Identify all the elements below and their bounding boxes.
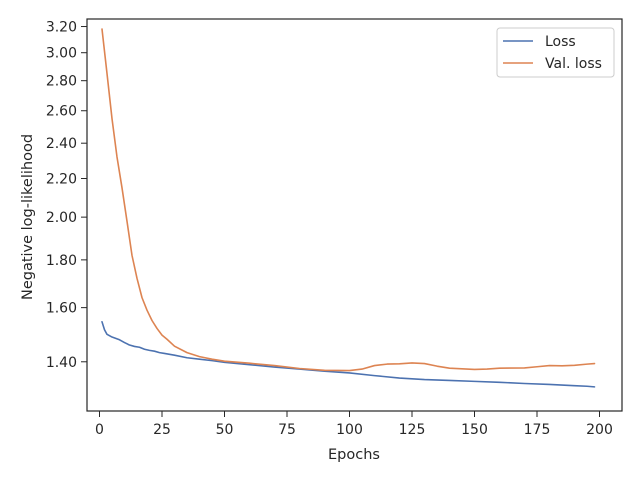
x-axis-label: Epochs: [328, 447, 380, 463]
y-axis-label: Negative log-likelihood: [20, 134, 36, 300]
y-tick-label: 2.40: [46, 136, 77, 152]
x-tick-label: 25: [153, 422, 171, 438]
y-tick-label: 1.40: [46, 355, 77, 371]
y-tick-label: 1.60: [46, 301, 77, 317]
y-axis-ticks: 1.40 1.60 1.80 2.00 2.20 2.40 2.60 2.80 3.00 3.20: [46, 20, 87, 371]
x-tick-label: 150: [461, 422, 488, 438]
legend: Loss Val. loss: [496, 27, 615, 78]
series-line-val-loss: [101, 28, 596, 372]
x-tick-label: 75: [278, 422, 296, 438]
x-tick-label: 100: [336, 422, 363, 438]
series-line-loss: [101, 321, 596, 388]
legend-label-val-loss: Val. loss: [545, 56, 602, 72]
plot-background: [87, 19, 622, 411]
plot-frame: [86, 18, 623, 412]
y-tick-label: 3.00: [46, 46, 77, 62]
x-tick-label: 175: [524, 422, 551, 438]
x-tick-label: 200: [586, 422, 613, 438]
legend-label-loss: Loss: [545, 34, 576, 50]
x-tick-label: 50: [216, 422, 234, 438]
series-lines: [101, 28, 596, 388]
x-tick-label: 125: [399, 422, 426, 438]
y-tick-label: 2.60: [46, 104, 77, 120]
x-tick-label: 0: [95, 422, 104, 438]
y-tick-label: 3.20: [46, 20, 77, 36]
y-tick-label: 2.20: [46, 171, 77, 187]
y-tick-label: 2.00: [46, 210, 77, 226]
y-tick-label: 2.80: [46, 74, 77, 90]
y-tick-label: 1.80: [46, 253, 77, 269]
x-axis-ticks: 0 25 50 75 100 125 150 175 200: [95, 411, 613, 438]
